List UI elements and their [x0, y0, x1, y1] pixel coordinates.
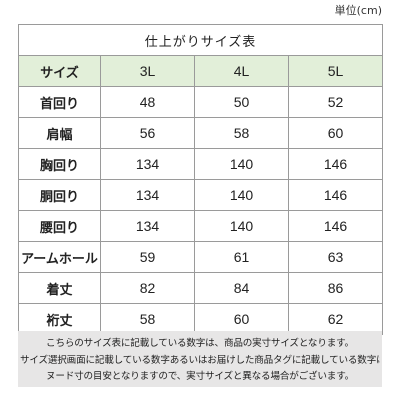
size-column-header: 5L [288, 55, 383, 87]
table-row: 腰回り 134 140 146 [18, 210, 383, 242]
table-cell: 134 [100, 210, 195, 242]
row-label: 首回り [18, 86, 101, 118]
table-cell: 140 [194, 179, 289, 211]
table-cell: 60 [288, 117, 383, 149]
table-cell: 140 [194, 210, 289, 242]
table-row: 着丈 82 84 86 [18, 272, 383, 304]
table-cell: 146 [288, 148, 383, 180]
row-label: 胸回り [18, 148, 101, 180]
table-cell: 84 [194, 272, 289, 304]
table-cell: 146 [288, 210, 383, 242]
table-cell: 48 [100, 86, 195, 118]
table-cell: 86 [288, 272, 383, 304]
note-line: こちらのサイズ表に記載している数字は、商品の実寸サイズとなります。 [46, 338, 354, 349]
note-line: ヌード寸の目安となりますので、実寸サイズと異なる場合がございます。 [45, 371, 355, 382]
table-row: 胸回り 134 140 146 [18, 148, 383, 180]
table-row: アームホール 59 61 63 [18, 241, 383, 273]
size-table: 仕上がりサイズ表 サイズ 3L 4L 5L 首回り 48 50 52 肩幅 56… [18, 24, 383, 335]
row-label: 裄丈 [18, 303, 101, 335]
table-cell: 134 [100, 148, 195, 180]
note-line: サイズ選択画面に記載している数字あるいはお届けした商品タグに記載している数字は [20, 354, 380, 366]
table-cell: 61 [194, 241, 289, 273]
row-label: 着丈 [18, 272, 101, 304]
table-cell: 58 [194, 117, 289, 149]
table-row: 胴回り 134 140 146 [18, 179, 383, 211]
table-cell: 50 [194, 86, 289, 118]
table-title: 仕上がりサイズ表 [18, 24, 383, 56]
table-cell: 60 [194, 303, 289, 335]
table-cell: 146 [288, 179, 383, 211]
table-header-row: サイズ 3L 4L 5L [18, 55, 383, 87]
table-cell: 63 [288, 241, 383, 273]
row-label: 胴回り [18, 179, 101, 211]
table-row: 首回り 48 50 52 [18, 86, 383, 118]
size-column-header: 4L [194, 55, 289, 87]
row-label: 肩幅 [18, 117, 101, 149]
table-cell: 140 [194, 148, 289, 180]
table-cell: 62 [288, 303, 383, 335]
unit-label: 単位(cm) [334, 4, 382, 17]
table-row: 肩幅 56 58 60 [18, 117, 383, 149]
measurement-note: こちらのサイズ表に記載している数字は、商品の実寸サイズとなります。 サイズ選択画… [18, 331, 382, 387]
table-row: 裄丈 58 60 62 [18, 303, 383, 335]
table-cell: 52 [288, 86, 383, 118]
size-header-label: サイズ [18, 55, 101, 87]
table-cell: 56 [100, 117, 195, 149]
size-column-header: 3L [100, 55, 195, 87]
table-cell: 82 [100, 272, 195, 304]
table-title-row: 仕上がりサイズ表 [18, 24, 383, 56]
table-cell: 59 [100, 241, 195, 273]
table-cell: 58 [100, 303, 195, 335]
row-label: 腰回り [18, 210, 101, 242]
row-label: アームホール [18, 241, 101, 273]
table-cell: 134 [100, 179, 195, 211]
